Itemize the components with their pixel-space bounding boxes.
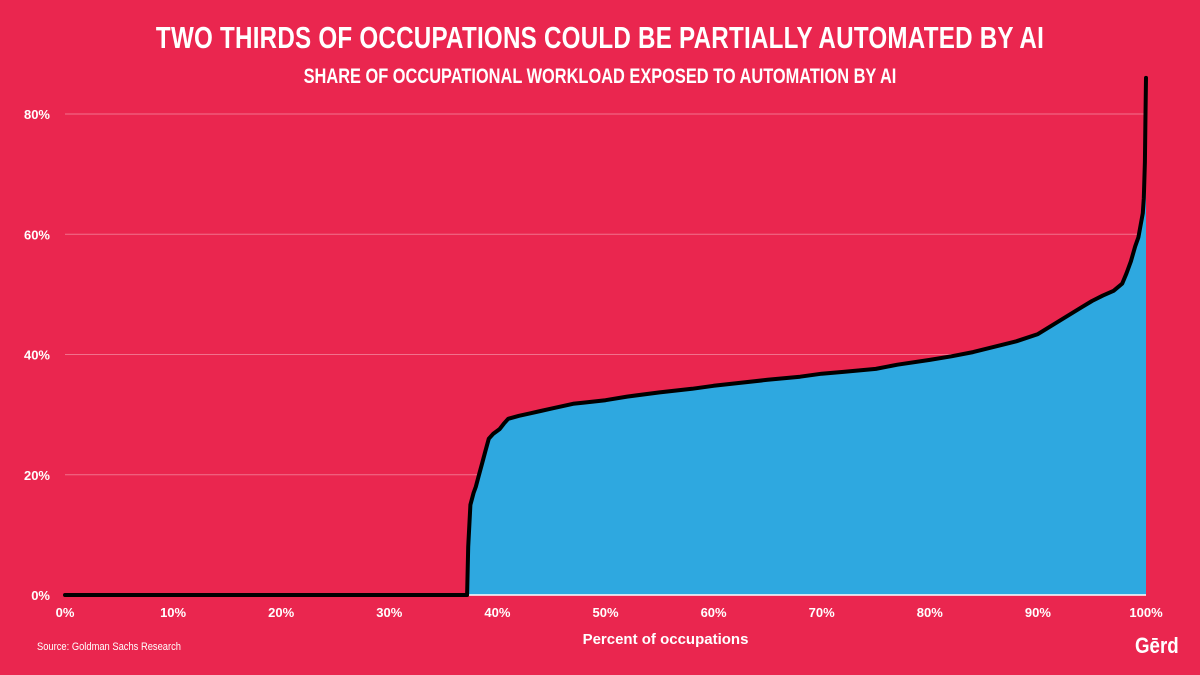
y-tick-label: 40%: [24, 348, 50, 363]
x-tick-label: 10%: [160, 605, 186, 620]
brand-logo: Gērd: [1135, 633, 1179, 658]
x-tick-label: 80%: [917, 605, 943, 620]
y-tick-label: 60%: [24, 227, 50, 242]
x-tick-label: 30%: [376, 605, 402, 620]
series-line: [63, 75, 1148, 597]
x-tick-label: 70%: [809, 605, 835, 620]
x-tick-label: 40%: [484, 605, 510, 620]
x-tick-label: 60%: [701, 605, 727, 620]
y-tick-label: 20%: [24, 468, 50, 483]
chart-title: TWO THIRDS OF OCCUPATIONS COULD BE PARTI…: [155, 20, 1045, 55]
y-tick-label: 80%: [24, 107, 50, 122]
x-tick-label: 90%: [1025, 605, 1051, 620]
chart-subtitle: SHARE OF OCCUPATIONAL WORKLOAD EXPOSED T…: [303, 65, 897, 88]
y-tick-label: 0%: [31, 588, 50, 603]
x-tick-label: 100%: [1129, 605, 1163, 620]
x-tick-label: 20%: [268, 605, 294, 620]
x-tick-label: 50%: [592, 605, 618, 620]
x-tick-label: 0%: [56, 605, 75, 620]
series-area: [65, 77, 1146, 595]
source-note: Source: Goldman Sachs Research: [37, 641, 181, 653]
x-axis-label: Percent of occupations: [583, 631, 749, 648]
